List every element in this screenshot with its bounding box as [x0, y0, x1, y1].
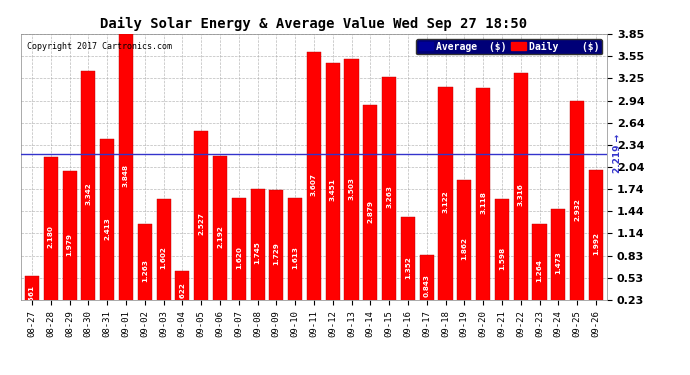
- Text: 2.180: 2.180: [48, 225, 54, 248]
- Text: 2.879: 2.879: [367, 200, 373, 222]
- Legend: Average  ($), Daily    ($): Average ($), Daily ($): [415, 39, 602, 54]
- Bar: [457, 180, 471, 317]
- Text: 2.932: 2.932: [574, 198, 580, 220]
- Bar: [513, 73, 528, 317]
- Bar: [438, 87, 453, 317]
- Text: 0.622: 0.622: [179, 283, 186, 306]
- Text: 1.729: 1.729: [273, 242, 279, 265]
- Text: 2.527: 2.527: [198, 213, 204, 236]
- Text: 1.862: 1.862: [462, 237, 467, 260]
- Text: 3.607: 3.607: [311, 173, 317, 196]
- Bar: [476, 88, 490, 317]
- Text: 1.979: 1.979: [66, 232, 72, 256]
- Bar: [194, 131, 208, 317]
- Text: 1.264: 1.264: [537, 259, 542, 282]
- Bar: [307, 52, 321, 317]
- Text: 3.118: 3.118: [480, 191, 486, 214]
- Bar: [63, 171, 77, 317]
- Text: 2.413: 2.413: [104, 217, 110, 240]
- Text: 1.352: 1.352: [405, 256, 411, 279]
- Bar: [213, 156, 227, 317]
- Text: 1.473: 1.473: [555, 251, 562, 274]
- Text: 1.598: 1.598: [499, 247, 505, 270]
- Text: 3.316: 3.316: [518, 183, 524, 206]
- Bar: [100, 140, 115, 317]
- Text: 0.843: 0.843: [424, 274, 430, 297]
- Text: 3.122: 3.122: [442, 191, 448, 213]
- Bar: [495, 200, 509, 317]
- Bar: [232, 198, 246, 317]
- Text: 3.848: 3.848: [123, 164, 129, 187]
- Bar: [420, 255, 434, 317]
- Text: 3.503: 3.503: [348, 177, 355, 200]
- Bar: [344, 59, 359, 317]
- Bar: [551, 209, 565, 317]
- Text: Copyright 2017 Cartronics.com: Copyright 2017 Cartronics.com: [26, 42, 172, 51]
- Bar: [382, 77, 396, 317]
- Bar: [175, 271, 190, 317]
- Bar: [138, 224, 152, 317]
- Bar: [157, 199, 170, 317]
- Bar: [288, 198, 302, 317]
- Bar: [81, 71, 95, 317]
- Text: 0.561: 0.561: [29, 285, 35, 308]
- Text: 1.745: 1.745: [255, 241, 261, 264]
- Bar: [25, 276, 39, 317]
- Bar: [119, 34, 133, 317]
- Bar: [589, 170, 603, 317]
- Bar: [401, 217, 415, 317]
- Bar: [326, 63, 339, 317]
- Text: 1.263: 1.263: [141, 259, 148, 282]
- Bar: [250, 189, 264, 317]
- Text: 1.992: 1.992: [593, 232, 599, 255]
- Bar: [43, 157, 58, 317]
- Title: Daily Solar Energy & Average Value Wed Sep 27 18:50: Daily Solar Energy & Average Value Wed S…: [100, 17, 528, 31]
- Text: 2.192: 2.192: [217, 225, 223, 248]
- Bar: [570, 101, 584, 317]
- Text: 3.342: 3.342: [86, 183, 91, 206]
- Text: 1.602: 1.602: [161, 247, 166, 270]
- Text: 2.219 →: 2.219 →: [613, 134, 622, 173]
- Text: 3.451: 3.451: [330, 178, 336, 201]
- Text: 1.620: 1.620: [236, 246, 241, 269]
- Bar: [269, 190, 284, 317]
- Bar: [364, 105, 377, 317]
- Text: 3.263: 3.263: [386, 186, 392, 209]
- Text: 1.613: 1.613: [292, 246, 298, 269]
- Bar: [533, 224, 546, 317]
